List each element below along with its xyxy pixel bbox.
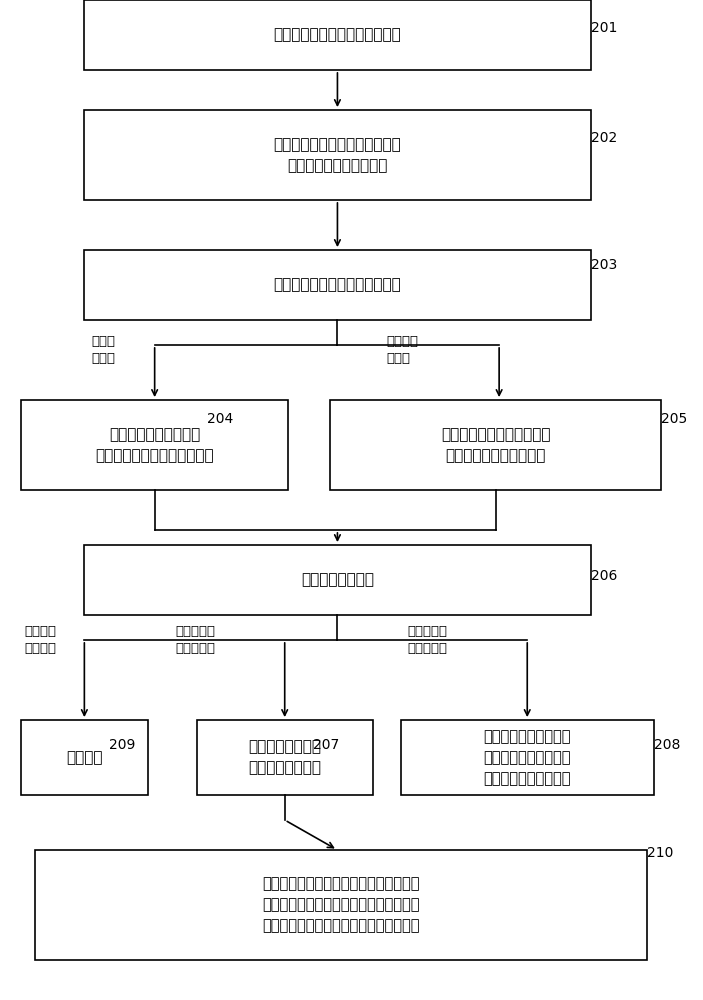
Text: 208: 208 (654, 738, 681, 752)
Text: 在响铃页面上输出第二延迟
响铃选项和关闭闹铃选项: 在响铃页面上输出第二延迟 响铃选项和关闭闹铃选项 (441, 427, 550, 463)
Text: 206: 206 (591, 569, 617, 583)
Text: 根据闹铃的设置信息中
的下次响铃间隔时间设
置闹铃的下次响铃时间: 根据闹铃的设置信息中 的下次响铃间隔时间设 置闹铃的下次响铃时间 (484, 729, 571, 786)
FancyBboxPatch shape (401, 720, 654, 795)
Text: 通过关闭
闹铃选项: 通过关闭 闹铃选项 (25, 625, 57, 655)
Text: 204: 204 (207, 412, 233, 426)
Text: 210: 210 (647, 846, 673, 860)
FancyBboxPatch shape (84, 250, 591, 320)
Text: 203: 203 (591, 258, 617, 272)
Text: 当到达闹铃的响铃时间时，触发
闹铃响铃并显示响铃页面: 当到达闹铃的响铃时间时，触发 闹铃响铃并显示响铃页面 (273, 137, 401, 173)
FancyBboxPatch shape (84, 0, 591, 70)
FancyBboxPatch shape (84, 545, 591, 615)
Text: 在响铃页面上输出第一
延迟响铃选项和关闭闹铃选项: 在响铃页面上输出第一 延迟响铃选项和关闭闹铃选项 (96, 427, 214, 463)
Text: 在响铃页面上输出
间隔时间设置选项: 在响铃页面上输出 间隔时间设置选项 (248, 740, 321, 776)
FancyBboxPatch shape (21, 400, 288, 490)
FancyBboxPatch shape (84, 110, 591, 200)
FancyBboxPatch shape (330, 400, 661, 490)
Text: 获取用户通过所述间隔时间设置选项设定
的下次响铃间隔时间，并根据获取到的下
次响铃间隔时间设置闹铃的下次响铃时间: 获取用户通过所述间隔时间设置选项设定 的下次响铃间隔时间，并根据获取到的下 次响… (262, 876, 420, 934)
FancyBboxPatch shape (197, 720, 373, 795)
Text: 通过第一延
迟响铃选项: 通过第一延 迟响铃选项 (408, 625, 448, 655)
FancyBboxPatch shape (35, 850, 647, 960)
Text: 接收用户选择命令: 接收用户选择命令 (301, 572, 374, 587)
Text: 209: 209 (109, 738, 136, 752)
Text: 非固定间
隔时间: 非固定间 隔时间 (387, 335, 419, 365)
Text: 通过第二延
迟响铃选项: 通过第二延 迟响铃选项 (176, 625, 216, 655)
Text: 205: 205 (661, 412, 687, 426)
Text: 接收用户输入的闹铃的设置信息: 接收用户输入的闹铃的设置信息 (273, 27, 401, 42)
Text: 202: 202 (591, 131, 617, 145)
Text: 固定间
隔时间: 固定间 隔时间 (91, 335, 115, 365)
Text: 关闭闹铃: 关闭闹铃 (66, 750, 103, 765)
FancyBboxPatch shape (21, 720, 148, 795)
Text: 207: 207 (313, 738, 339, 752)
Text: 201: 201 (591, 21, 617, 35)
Text: 根据闹铃设置信息确定闹铃类型: 根据闹铃设置信息确定闹铃类型 (273, 277, 401, 292)
